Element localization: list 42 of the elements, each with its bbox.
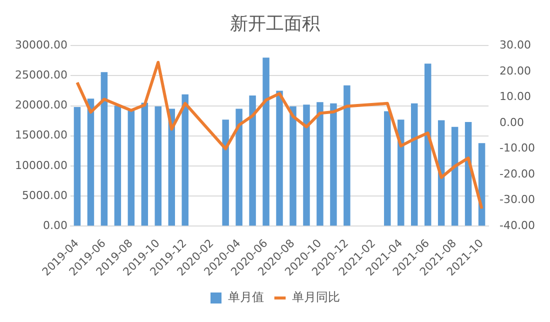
y-tick-label: 30000.00: [14, 38, 68, 52]
bar: [316, 102, 324, 226]
y2-tick-label: 10.00: [500, 90, 532, 104]
y2-tick-label: 30.00: [500, 38, 532, 52]
y2-tick-label: -40.00: [500, 219, 536, 232]
bar: [424, 64, 432, 226]
y2-tick-label: 20.00: [500, 64, 532, 78]
chart-title: 新开工面积: [230, 13, 320, 34]
y-tick-label: 0.00: [42, 219, 68, 232]
y2-tick-label: -10.00: [500, 142, 536, 155]
bar: [222, 120, 229, 226]
y2-tick-label: -20.00: [500, 167, 536, 180]
bar: [344, 85, 350, 226]
y-tick-label: 5000.00: [22, 188, 68, 202]
bar: [398, 120, 404, 226]
bar: [128, 109, 135, 226]
bar: [87, 98, 94, 226]
bar: [384, 111, 391, 226]
bar: [290, 106, 296, 226]
bar: [236, 108, 242, 226]
legend-label: 单月值: [228, 290, 264, 304]
bar: [249, 96, 256, 226]
y2-tick-label: -30.00: [500, 193, 536, 206]
bar: [114, 106, 122, 226]
bar: [451, 126, 458, 226]
y-tick-label: 25000.00: [14, 68, 68, 82]
bar: [74, 106, 81, 226]
bar: [276, 90, 283, 226]
y2-tick-label: 0.00: [500, 116, 524, 129]
y-tick-label: 15000.00: [14, 128, 68, 142]
bar: [330, 103, 337, 226]
y-tick-label: 20000.00: [14, 98, 68, 112]
bar: [262, 58, 270, 226]
bar: [438, 120, 445, 226]
bar: [303, 104, 310, 226]
bar: [141, 102, 148, 226]
legend-label: 单月同比: [292, 290, 340, 304]
bar: [100, 72, 108, 226]
y-tick-label: 10000.00: [14, 158, 68, 172]
bar: [182, 94, 188, 226]
bar: [411, 103, 418, 226]
bar: [154, 106, 162, 226]
